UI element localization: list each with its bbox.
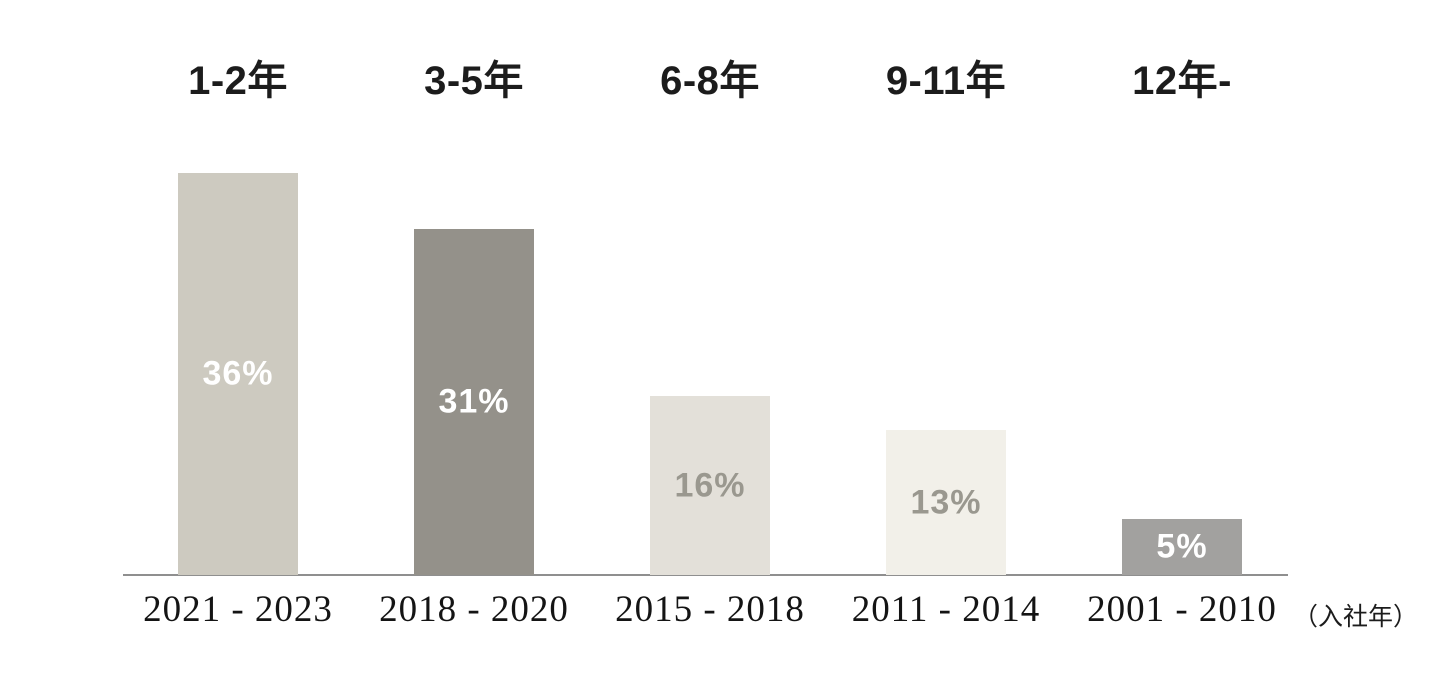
bar-group: 1-2年 36% 2021 - 2023	[120, 0, 356, 673]
x-axis-tick-label: 2018 - 2020	[379, 589, 569, 630]
bar-value-label: 16%	[674, 466, 746, 504]
bar-value-label: 5%	[1156, 527, 1208, 566]
bar-value-label: 13%	[910, 483, 982, 521]
x-axis-tick-label: 2021 - 2023	[143, 589, 333, 630]
bar-value-label: 31%	[438, 382, 510, 421]
bar: 16%	[650, 396, 770, 575]
tenure-group-label: 6-8年	[660, 59, 760, 103]
tenure-group-label: 9-11年	[885, 59, 1007, 103]
tenure-group-label: 12年-	[1132, 59, 1232, 103]
bar-group: 3-5年 31% 2018 - 2020	[356, 0, 592, 673]
x-axis-unit-label: （入社年）	[1293, 603, 1419, 631]
bar: 13%	[886, 430, 1006, 575]
bar-group: 12年- 5% 2001 - 2010	[1064, 0, 1300, 673]
bar-group: 6-8年 16% 2015 - 2018	[592, 0, 828, 673]
bar: 36%	[178, 173, 298, 575]
x-axis-tick-label: 2015 - 2018	[615, 589, 805, 630]
tenure-group-label: 3-5年	[424, 59, 524, 103]
bar-value-label: 36%	[202, 354, 274, 393]
x-axis-tick-label: 2011 - 2014	[851, 589, 1041, 630]
bar: 5%	[1122, 519, 1242, 575]
bar-group: 9-11年 13% 2011 - 2014	[828, 0, 1064, 673]
x-axis-tick-label: 2001 - 2010	[1087, 589, 1277, 630]
bar: 31%	[414, 229, 534, 575]
x-axis-line	[123, 574, 1288, 576]
tenure-group-label: 1-2年	[188, 59, 288, 103]
